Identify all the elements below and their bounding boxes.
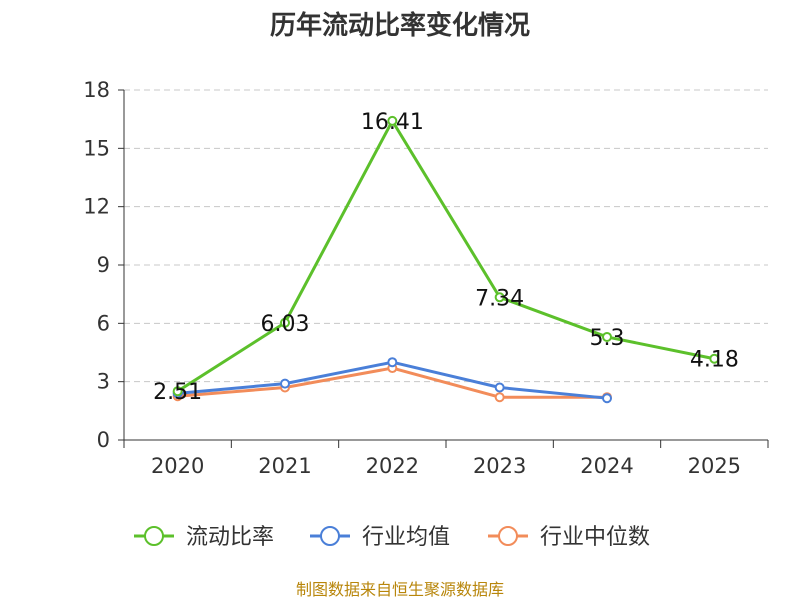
- data-point[interactable]: [494, 392, 505, 403]
- data-point[interactable]: [172, 386, 183, 397]
- legend-item-0[interactable]: 流动比率: [134, 525, 274, 550]
- data-point[interactable]: [280, 378, 290, 389]
- chart-title: 历年流动比率变化情况: [270, 10, 530, 41]
- grid-lines: [124, 89, 768, 383]
- legend-swatch-marker: [498, 526, 518, 546]
- x-tick-label: 2025: [688, 454, 741, 478]
- data-point[interactable]: [387, 357, 398, 368]
- legend-label: 行业中位数: [540, 525, 650, 550]
- legend-label: 行业均值: [362, 525, 450, 550]
- x-tick-label: 2023: [473, 454, 526, 478]
- data-label: 16.41: [361, 110, 424, 135]
- legend-swatch-marker: [144, 526, 164, 546]
- data-point[interactable]: [494, 292, 505, 303]
- y-tick-label: 18: [83, 78, 110, 102]
- data-label: 4.18: [690, 348, 739, 373]
- y-tick-label: 6: [97, 311, 110, 335]
- data-point[interactable]: [602, 331, 612, 342]
- data-label: 7.34: [475, 286, 524, 311]
- y-tick-label: 12: [83, 195, 110, 219]
- legend-swatch-marker: [320, 526, 340, 546]
- x-tick-label: 2024: [580, 454, 633, 478]
- legend-item-1[interactable]: 行业均值: [310, 525, 450, 550]
- x-tick-label: 2020: [151, 454, 204, 478]
- series-line-0: [176, 119, 715, 393]
- legend-item-2[interactable]: 行业中位数: [488, 525, 650, 550]
- data-point[interactable]: [494, 382, 505, 393]
- data-point[interactable]: [602, 393, 612, 404]
- data-labels: 2.51 6.03 16.41 7.34 5.3 4.18: [153, 110, 739, 405]
- axes: 0 3 6 9 12 15 18 2020 2021 2022 2023 2024 2025: [83, 78, 769, 478]
- data-point[interactable]: [709, 353, 720, 364]
- source-note: 制图数据来自恒生聚源数据库: [296, 580, 504, 599]
- legend-label: 流动比率: [186, 525, 274, 550]
- x-tick-label: 2021: [258, 454, 311, 478]
- data-label: 5.3: [590, 326, 625, 351]
- x-tick-label: 2022: [366, 454, 419, 478]
- data-point[interactable]: [387, 115, 398, 126]
- data-label: 6.03: [261, 312, 310, 337]
- legend[interactable]: 流动比率 行业均值 行业中位数: [134, 525, 650, 550]
- data-label: 2.51: [153, 380, 202, 405]
- y-tick-label: 15: [83, 136, 110, 160]
- series: [172, 115, 720, 404]
- data-point[interactable]: [280, 317, 290, 328]
- y-tick-label: 9: [97, 253, 110, 277]
- y-tick-label: 3: [97, 370, 110, 394]
- y-tick-label: 0: [97, 428, 110, 452]
